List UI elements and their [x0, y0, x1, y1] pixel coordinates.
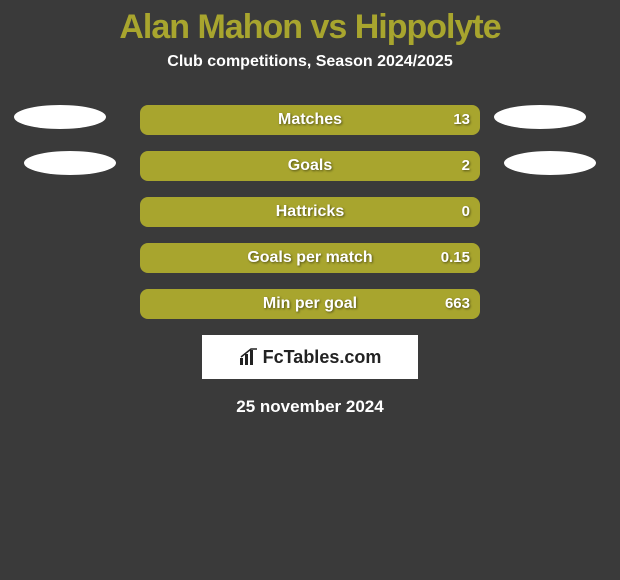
stat-label: Goals per match [140, 243, 480, 273]
stats-area: Matches 13 Goals 2 Hattricks 0 Goals per… [0, 105, 620, 319]
stat-value: 2 [462, 151, 470, 181]
stat-label: Goals [140, 151, 480, 181]
stat-label: Min per goal [140, 289, 480, 319]
stat-label: Matches [140, 105, 480, 135]
stat-label: Hattricks [140, 197, 480, 227]
date-line: 25 november 2024 [0, 397, 620, 417]
stat-row: Goals per match 0.15 [0, 243, 620, 273]
stat-value: 0 [462, 197, 470, 227]
stat-value: 0.15 [441, 243, 470, 273]
chart-icon [239, 348, 259, 366]
stat-value: 13 [453, 105, 470, 135]
stat-value: 663 [445, 289, 470, 319]
stat-row: Matches 13 [0, 105, 620, 135]
logo: FcTables.com [239, 347, 382, 368]
page-title: Alan Mahon vs Hippolyte [0, 0, 620, 47]
logo-text: FcTables.com [263, 347, 382, 368]
page-subtitle: Club competitions, Season 2024/2025 [0, 53, 620, 71]
logo-box: FcTables.com [202, 335, 418, 379]
stat-row: Hattricks 0 [0, 197, 620, 227]
stat-row: Min per goal 663 [0, 289, 620, 319]
stat-row: Goals 2 [0, 151, 620, 181]
